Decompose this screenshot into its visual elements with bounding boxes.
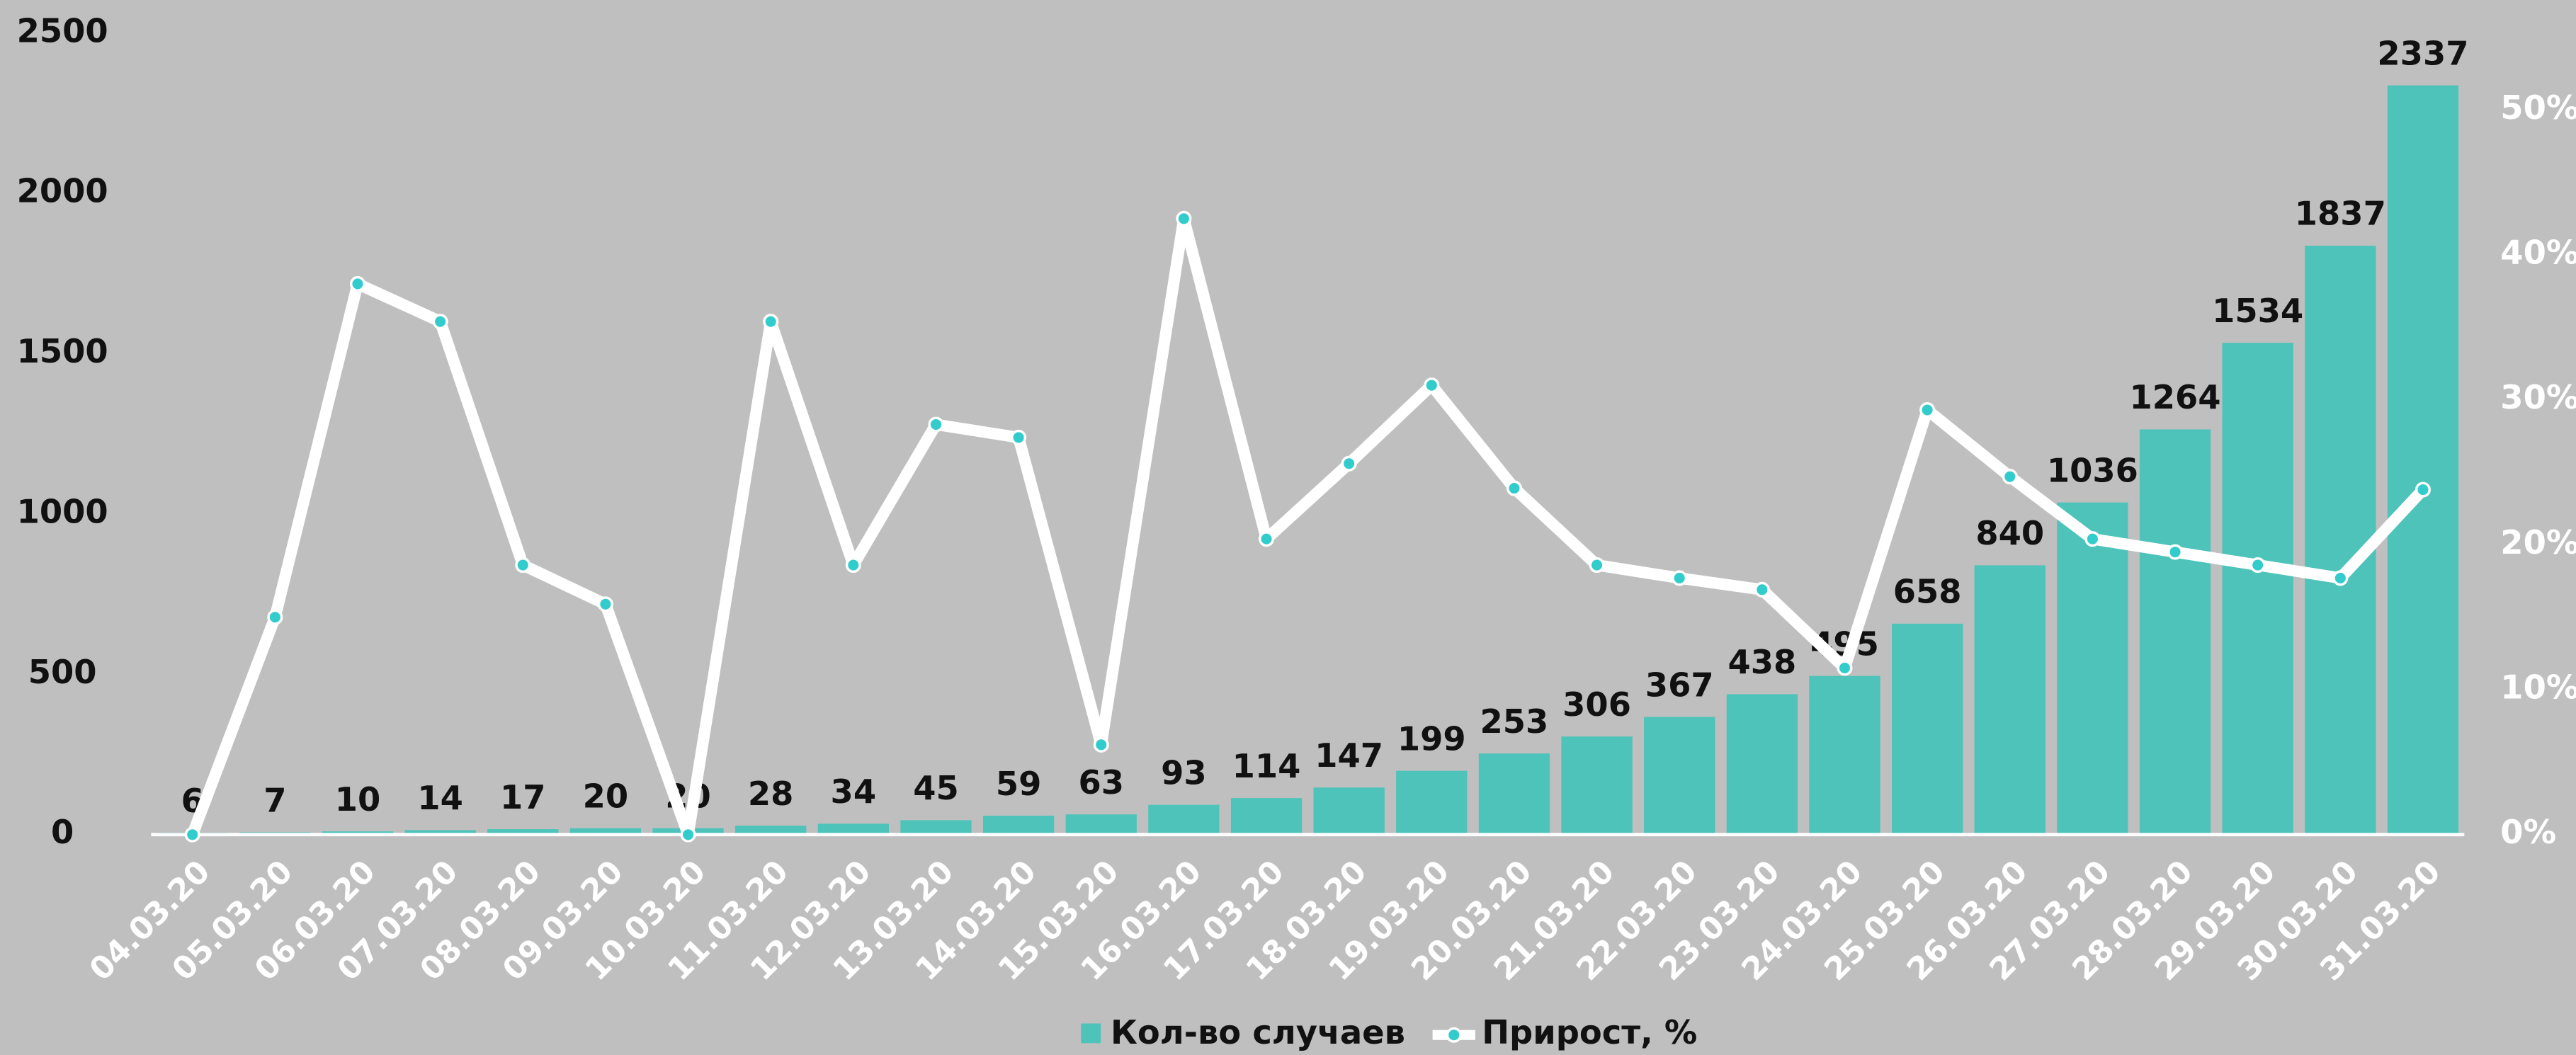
line-marker	[515, 557, 531, 574]
bar	[2222, 343, 2293, 835]
y2-tick-label: 20%	[2500, 523, 2576, 561]
y-tick-label: 1000	[17, 492, 108, 530]
line-marker	[1093, 736, 1109, 753]
data-label: 17	[500, 778, 546, 816]
line-marker	[1837, 660, 1853, 676]
legend-marker	[1446, 1027, 1462, 1043]
line-marker	[2167, 544, 2184, 560]
bar	[2387, 85, 2459, 835]
line-marker	[1754, 581, 1770, 598]
line-marker	[1258, 531, 1275, 547]
bar	[1313, 787, 1385, 835]
bar	[1478, 753, 1550, 835]
y-tick-label: 0	[51, 813, 74, 851]
line-marker	[2249, 557, 2266, 574]
y-tick-label: 2500	[17, 11, 108, 50]
line-marker	[1506, 480, 1522, 496]
data-label: 1534	[2212, 292, 2303, 330]
line-marker	[349, 275, 366, 292]
y2-tick-label: 10%	[2500, 668, 2576, 707]
data-label: 1837	[2295, 195, 2386, 233]
legend-label: Прирост, %	[1482, 1013, 1697, 1051]
legend-label: Кол-во случаев	[1111, 1013, 1405, 1051]
bar	[982, 816, 1055, 835]
line-marker	[2415, 481, 2431, 498]
bar	[2305, 246, 2376, 835]
bar	[404, 830, 476, 835]
line-marker	[928, 416, 944, 433]
data-label: 253	[1480, 702, 1549, 741]
data-label: 14	[417, 779, 463, 817]
data-label: 147	[1315, 736, 1383, 775]
data-label: 840	[1975, 514, 2044, 552]
data-label: 1264	[2129, 378, 2220, 416]
data-label: 367	[1645, 666, 1714, 704]
bar	[900, 820, 972, 835]
data-label: 93	[1161, 753, 1207, 792]
bar	[735, 826, 807, 835]
line-marker	[1424, 377, 1440, 394]
data-label: 438	[1727, 643, 1796, 681]
line-marker	[184, 826, 200, 843]
bar	[1809, 675, 1880, 835]
bar	[1396, 770, 1468, 835]
line-marker	[1589, 557, 1605, 574]
data-label: 10	[335, 780, 381, 819]
bar	[1726, 694, 1798, 835]
data-label: 20	[583, 777, 629, 815]
line-marker	[2332, 570, 2349, 586]
data-label: 28	[748, 775, 794, 813]
line-marker	[1341, 455, 1357, 472]
line-marker	[1011, 429, 1027, 445]
line-marker	[2084, 531, 2101, 547]
data-label: 63	[1078, 763, 1124, 802]
y-tick-label: 1500	[17, 332, 108, 370]
line-marker	[763, 314, 779, 330]
line-marker	[680, 826, 696, 843]
y-tick-label: 2000	[17, 172, 108, 210]
line-marker	[1919, 401, 1936, 418]
line-marker	[267, 609, 283, 625]
y2-tick-label: 50%	[2500, 89, 2576, 127]
line-marker	[845, 557, 861, 574]
data-label: 114	[1232, 747, 1301, 785]
y-tick-label: 500	[28, 653, 97, 691]
bar	[1561, 736, 1633, 835]
bar	[2139, 429, 2211, 835]
bar	[487, 829, 559, 835]
bar	[1230, 798, 1303, 835]
y2-tick-label: 40%	[2500, 233, 2576, 271]
y2-tick-label: 0%	[2500, 813, 2556, 851]
data-label: 45	[913, 769, 959, 807]
bar	[1974, 565, 2046, 835]
y2-tick-label: 30%	[2500, 378, 2576, 416]
legend-swatch	[1081, 1023, 1101, 1044]
data-label: 34	[831, 772, 877, 811]
bar	[817, 823, 889, 835]
line-marker	[2002, 469, 2018, 485]
bar	[2057, 502, 2128, 835]
bar	[1644, 717, 1715, 835]
data-label: 59	[996, 765, 1042, 803]
data-label: 2337	[2377, 34, 2468, 72]
bar	[569, 828, 642, 835]
data-label: 199	[1397, 719, 1466, 758]
bar	[1891, 623, 1963, 835]
line-marker	[432, 314, 448, 330]
data-label: 306	[1562, 685, 1631, 724]
line-marker	[597, 596, 613, 612]
line	[187, 212, 2427, 840]
data-label: 1036	[2047, 451, 2138, 489]
data-label: 658	[1893, 573, 1962, 611]
data-label: 7	[263, 781, 286, 819]
line-marker	[1176, 210, 1192, 227]
bar	[1065, 814, 1137, 835]
line-marker	[1672, 570, 1688, 586]
bar	[1148, 804, 1220, 835]
